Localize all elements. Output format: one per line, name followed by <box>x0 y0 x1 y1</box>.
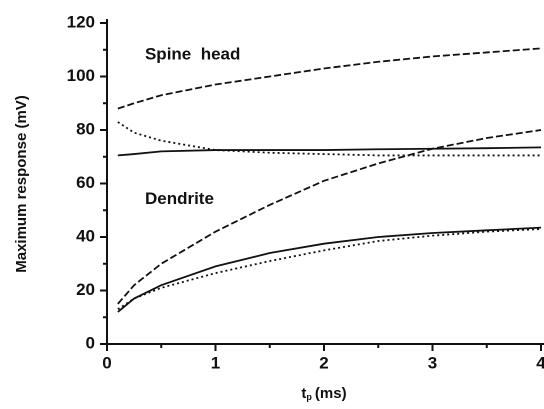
series-line <box>117 47 542 110</box>
y-tick-label: 60 <box>76 173 95 192</box>
annotation: Spine head <box>145 45 240 64</box>
y-tick-label: 80 <box>76 119 95 138</box>
series-line <box>117 129 542 305</box>
series-line <box>117 226 542 313</box>
y-axis-label: Maximum response (mV) <box>13 95 30 273</box>
y-tick-label: 120 <box>67 12 95 31</box>
x-label-sub: p <box>306 392 312 402</box>
x-tick-label: 2 <box>319 353 328 372</box>
y-tick-label: 20 <box>76 280 95 299</box>
series-line <box>117 146 542 157</box>
y-tick-label: 100 <box>67 66 95 85</box>
x-axis-label: tp (ms) <box>301 385 346 402</box>
x-label-unit: (ms) <box>315 385 347 402</box>
x-tick-label: 1 <box>211 353 220 372</box>
x-label-main: t <box>301 385 306 402</box>
y-tick-label: 0 <box>86 333 95 352</box>
series-line <box>117 228 542 310</box>
x-tick-label: 0 <box>102 353 111 372</box>
x-tick-label: 4 <box>536 353 544 372</box>
x-tick-label: 3 <box>428 353 437 372</box>
annotation: Dendrite <box>145 189 214 208</box>
y-tick-label: 40 <box>76 226 95 245</box>
